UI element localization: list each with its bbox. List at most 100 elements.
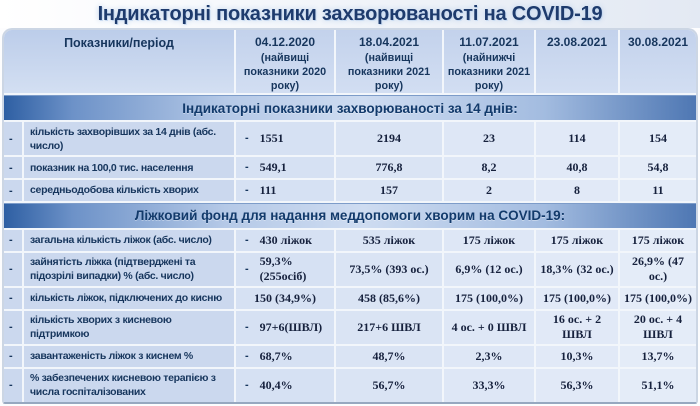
value-text: 73,5% (393 ос.) bbox=[349, 261, 429, 276]
value-cell: 175 (100,0%) bbox=[536, 288, 618, 309]
value-text: 458 (85,6%) bbox=[358, 290, 420, 305]
section-band-0: Індикаторні показники захворюваності за … bbox=[4, 95, 696, 121]
value-text: 33,3% bbox=[472, 377, 506, 392]
value-text: 2194 bbox=[377, 131, 401, 146]
row-dash: - bbox=[4, 229, 22, 251]
header-note: (найвищі показники 2020 року) bbox=[243, 52, 327, 93]
value-text: 175 ліжок bbox=[462, 232, 516, 247]
header-date: 18.04.2021 bbox=[358, 35, 420, 49]
value-dash: - bbox=[245, 262, 249, 275]
value-cell: 18,3% (32 ос.) bbox=[536, 252, 618, 286]
value-text: 430 ліжок bbox=[259, 232, 313, 247]
value-text: 776,8 bbox=[375, 160, 403, 175]
table-row: - показник на 100,0 тис. населення -549,1 7… bbox=[4, 157, 696, 179]
value-cell: 2 bbox=[444, 180, 534, 201]
value-cell: 48,7% bbox=[336, 346, 442, 367]
value-cell: -40,4% bbox=[236, 368, 334, 402]
value-text: 51,1% bbox=[641, 377, 675, 392]
row-dash: - bbox=[4, 252, 22, 286]
value-cell: 10,3% bbox=[536, 346, 618, 367]
value-text: 6,9% (12 ос.) bbox=[455, 261, 523, 276]
table-row: - завантаженість ліжок з киснем % -68,7% 48… bbox=[4, 346, 696, 367]
row-label: кількість захворівших за 14 днів (абс. ч… bbox=[24, 122, 234, 156]
value-text: 175 ліжок bbox=[550, 232, 604, 247]
row-dash: - bbox=[4, 122, 22, 156]
value-text: 10,3% bbox=[560, 348, 594, 363]
value-text: 20 ос. + 4 ШВЛ bbox=[633, 312, 683, 342]
value-text: 54,8 bbox=[647, 160, 669, 175]
value-text: 40,8 bbox=[566, 160, 588, 175]
value-text: 26,9% (47 ос.) bbox=[632, 254, 684, 284]
header-note: (найвищі показники 2021 року) bbox=[347, 52, 431, 93]
value-text: 114 bbox=[568, 131, 586, 146]
value-cell: 20 ос. + 4 ШВЛ bbox=[620, 310, 696, 345]
value-cell: 175 (100,0%) bbox=[444, 288, 534, 309]
header-date-cell: 11.07.2021 (найнижчі показники 2021 року) bbox=[444, 30, 534, 94]
value-cell: 154 bbox=[620, 122, 696, 156]
value-cell: 51,1% bbox=[620, 368, 696, 402]
value-cell: -430 ліжок bbox=[236, 229, 334, 251]
value-cell: -68,7% bbox=[236, 346, 334, 367]
row-label: кількість хворих з кисневою підтримкою bbox=[24, 310, 234, 345]
value-cell: 2194 bbox=[336, 122, 442, 156]
value-text: 175 ліжок bbox=[631, 232, 685, 247]
value-text: 97+6(ШВЛ) bbox=[259, 319, 323, 334]
table-row: - кількість хворих з кисневою підтримкою -… bbox=[4, 310, 696, 345]
header-date-cell: 04.12.2020 (найвищі показники 2020 року) bbox=[236, 30, 334, 94]
row-label: кількість ліжок, підключених до кисню bbox=[24, 288, 234, 309]
value-text: 175 (100,0%) bbox=[624, 290, 692, 305]
value-cell: 157 bbox=[336, 180, 442, 201]
value-text: 18,3% (32 ос.) bbox=[540, 261, 614, 276]
value-cell: 23 bbox=[444, 122, 534, 156]
value-cell: 114 bbox=[536, 122, 618, 156]
row-label: показник на 100,0 тис. населення bbox=[24, 157, 234, 179]
header-date: 04.12.2020 bbox=[254, 35, 316, 49]
value-text: 2,3% bbox=[475, 348, 503, 363]
value-dash: - bbox=[245, 131, 249, 144]
row-label: зайнятість ліжка (підтверджені та підозр… bbox=[24, 252, 234, 286]
row-dash: - bbox=[4, 157, 22, 179]
value-text: 175 (100,0%) bbox=[455, 290, 523, 305]
value-text: 154 bbox=[649, 131, 667, 146]
value-cell: 175 ліжок bbox=[444, 229, 534, 251]
header-date: 30.08.2021 bbox=[627, 35, 689, 49]
value-cell: 776,8 bbox=[336, 157, 442, 179]
header-date-cell: 18.04.2021 (найвищі показники 2021 року) bbox=[336, 30, 442, 94]
value-text: 16 ос. + 2 ШВЛ bbox=[552, 312, 602, 342]
value-text: 217+6 ШВЛ bbox=[357, 319, 421, 334]
value-text: 8,2 bbox=[481, 160, 497, 175]
value-dash: - bbox=[245, 183, 249, 196]
header-note: (найнижчі показники 2021 року) bbox=[447, 52, 531, 93]
value-cell: 13,7% bbox=[620, 346, 696, 367]
table-row: -% забезпечених кисневою терапією з числ… bbox=[4, 368, 696, 402]
value-text: 4 ос. + 0 ШВЛ bbox=[451, 319, 527, 334]
value-cell: -1551 bbox=[236, 122, 334, 156]
header-period-cell: Показники/період bbox=[4, 30, 234, 94]
row-dash: - bbox=[4, 180, 22, 201]
value-text: 40,4% bbox=[259, 377, 293, 392]
row-label: завантаженість ліжок з киснем % bbox=[24, 346, 234, 367]
value-cell: -549,1 bbox=[236, 157, 334, 179]
table-row: - середньодобова кількість хворих -111 157 2… bbox=[4, 180, 696, 201]
value-cell: 56,3% bbox=[536, 368, 618, 402]
header-date: 11.07.2021 bbox=[459, 35, 519, 49]
value-cell: 150 (34,9%) bbox=[236, 288, 334, 309]
value-dash: - bbox=[245, 378, 249, 391]
section-band-1: Ліжковий фонд для надання меддопомоги хв… bbox=[4, 202, 696, 228]
value-cell: 54,8 bbox=[620, 157, 696, 179]
table-row: - зайнятість ліжка (підтверджені та підоз… bbox=[4, 252, 696, 286]
value-text: 56,7% bbox=[372, 377, 406, 392]
value-cell: -111 bbox=[236, 180, 334, 201]
value-text: 175 (100,0%) bbox=[543, 290, 611, 305]
value-text: 549,1 bbox=[259, 160, 287, 175]
value-cell: 175 ліжок bbox=[620, 229, 696, 251]
value-cell: 8 bbox=[536, 180, 618, 201]
row-dash: - bbox=[4, 346, 22, 367]
value-cell: 16 ос. + 2 ШВЛ bbox=[536, 310, 618, 345]
value-text: 23 bbox=[483, 131, 495, 146]
value-cell: -97+6(ШВЛ) bbox=[236, 310, 334, 345]
value-text: 157 bbox=[380, 183, 398, 198]
value-dash: - bbox=[245, 349, 249, 362]
value-text: 48,7% bbox=[372, 348, 406, 363]
header-date-cell: 23.08.2021 bbox=[536, 30, 618, 94]
